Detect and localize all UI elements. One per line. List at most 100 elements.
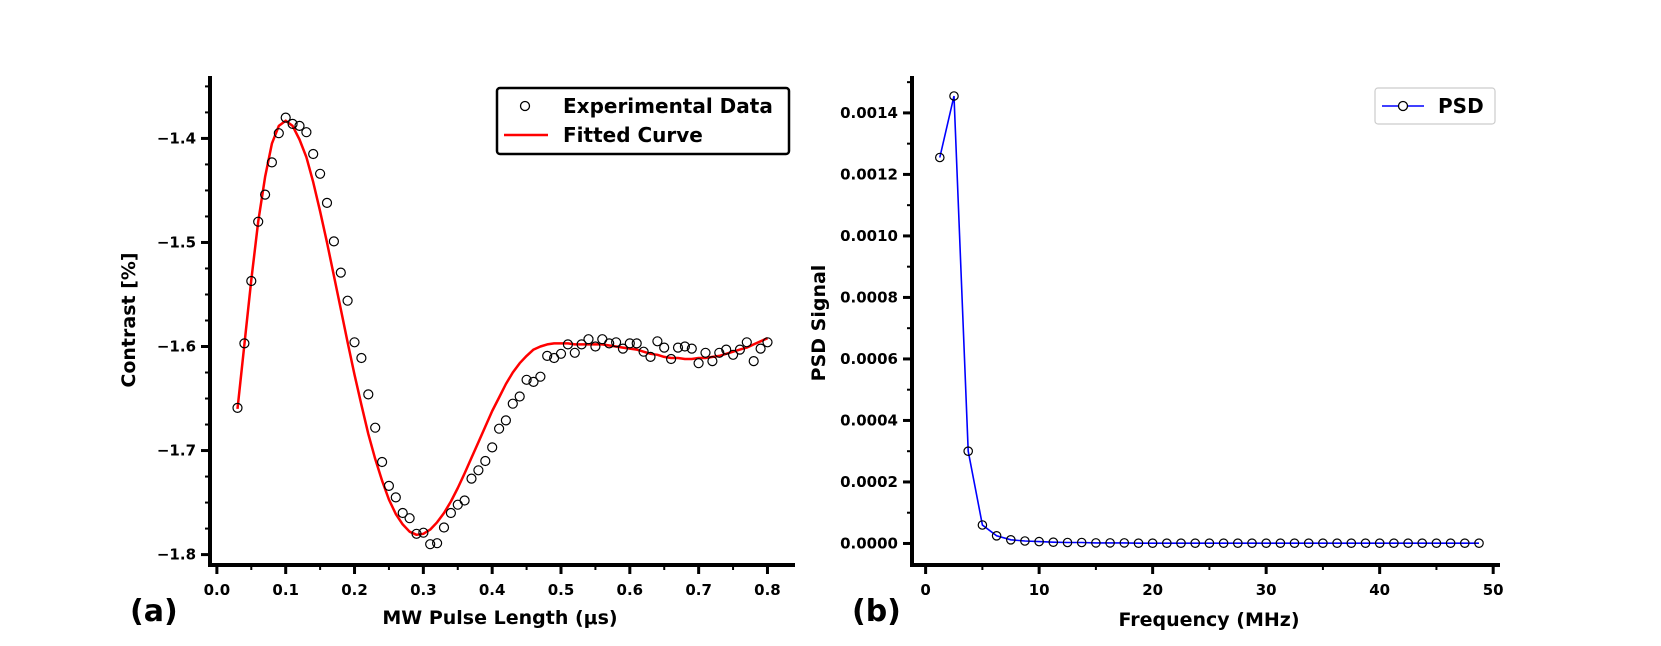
y-tick-label: 0.0002	[840, 473, 898, 491]
experimental-data-point	[672, 342, 684, 353]
experimental-data-point	[748, 356, 759, 367]
psd-data-point	[1076, 537, 1087, 548]
x-tick-label: 50	[1483, 581, 1504, 599]
experimental-data-point	[466, 473, 477, 484]
psd-data-point	[1005, 534, 1016, 545]
experimental-data-point	[500, 415, 511, 426]
psd-data-point	[1034, 536, 1044, 547]
y-tick-label: 0.0008	[840, 288, 898, 306]
experimental-data-point	[342, 295, 353, 306]
y-tick-label: 0.0012	[840, 165, 898, 183]
experimental-data-point	[383, 480, 394, 491]
legend-label-psd: PSD	[1438, 94, 1484, 118]
experimental-data-point	[679, 341, 691, 352]
experimental-data-point	[260, 189, 271, 200]
x-tick-label: 0.1	[272, 581, 299, 599]
psd-data-point	[1048, 537, 1059, 547]
psd-line	[939, 95, 1479, 544]
experimental-data-point	[762, 337, 773, 348]
experimental-data-point	[445, 507, 456, 519]
panel-b-xlabel: Frequency (MHz)	[1118, 609, 1299, 631]
experimental-data-point	[494, 423, 505, 434]
experimental-data-point	[301, 127, 312, 138]
experimental-data-point	[356, 352, 367, 364]
experimental-data-point	[335, 267, 346, 278]
panel-a-legend-box	[495, 86, 791, 156]
psd-data-point	[1460, 538, 1470, 548]
experimental-data-point	[438, 522, 450, 533]
experimental-data-point	[555, 348, 567, 359]
experimental-data-point	[721, 344, 732, 355]
psd-data-point	[1389, 538, 1399, 548]
experimental-data-point	[487, 442, 498, 453]
psd-data-point	[1190, 538, 1200, 548]
panel-b-label: (b)	[852, 594, 901, 629]
x-tick-label: 0.4	[479, 581, 506, 599]
experimental-data-point	[597, 334, 608, 345]
panel-a-xlabel: MW Pulse Length (μs)	[382, 607, 617, 629]
psd-data-point	[1360, 538, 1371, 548]
psd-data-point	[963, 446, 973, 456]
experimental-data-point	[473, 465, 484, 476]
panel-a-label: (a)	[130, 594, 178, 629]
y-tick-label: −1.8	[157, 546, 196, 564]
y-tick-label: −1.6	[157, 338, 196, 356]
experimental-data-point	[535, 371, 546, 382]
psd-data-point	[1176, 538, 1186, 548]
y-tick-label: 0.0014	[840, 104, 898, 122]
x-tick-label: 0.5	[548, 581, 575, 599]
psd-data-point	[1332, 538, 1342, 548]
psd-data-point	[1417, 538, 1427, 548]
experimental-data-point	[432, 538, 443, 549]
experimental-data-point	[624, 338, 635, 349]
experimental-data-point	[308, 148, 319, 160]
experimental-data-point	[507, 398, 518, 409]
psd-data-point	[1275, 538, 1286, 548]
psd-data-point	[991, 530, 1002, 541]
psd-data-point	[1318, 538, 1328, 548]
experimental-data-point	[404, 513, 415, 524]
psd-data-point	[1204, 538, 1215, 548]
psd-data-point	[949, 91, 959, 101]
psd-data-point	[1233, 538, 1243, 548]
experimental-data-point	[707, 356, 718, 367]
psd-data-point	[1289, 538, 1300, 548]
panel-a-legend: Experimental Data Fitted Curve	[495, 86, 791, 156]
psd-data-point	[1091, 538, 1101, 548]
panel-b-axes: 0.0000 0.0002 0.0004 0.0006 0.0008 0.0010 0.00…	[840, 76, 1504, 599]
experimental-data-point	[253, 216, 264, 227]
psd-data-point	[934, 152, 945, 163]
psd-data-point	[1445, 538, 1456, 548]
panel-b-psd-chart: 0.0000 0.0002 0.0004 0.0006 0.0008 0.0010 0.00…	[808, 76, 1504, 631]
experimental-data-point	[734, 344, 746, 355]
experimental-data-point	[377, 456, 388, 468]
experimental-data-point	[659, 342, 670, 353]
experimental-data-point	[576, 339, 587, 350]
x-tick-label: 40	[1369, 581, 1390, 599]
experimental-data-point	[583, 334, 594, 345]
experimental-data-point	[700, 347, 711, 358]
psd-data-point	[1474, 538, 1484, 548]
x-tick-label: 0.8	[754, 581, 781, 599]
x-tick-label: 20	[1142, 581, 1163, 599]
panel-a-plot-area	[232, 112, 773, 550]
experimental-data-point	[693, 358, 704, 369]
y-tick-label: −1.4	[157, 129, 196, 147]
experimental-data-point	[397, 507, 408, 519]
experimental-data-point	[328, 236, 339, 247]
legend-marker-experimental-data	[519, 100, 531, 112]
experimental-data-point	[480, 455, 491, 467]
experimental-data-point	[610, 337, 622, 348]
y-tick-label: 0.0000	[840, 534, 898, 552]
experimental-data-point	[280, 112, 291, 123]
psd-data-point	[1261, 538, 1271, 548]
experimental-data-point	[239, 338, 250, 349]
panel-a-axes: −1.4 −1.5 −1.6 −1.7 −1.8 0.0 0.1 0.2 0.3 0.4 0.5 0.…	[157, 76, 795, 599]
experimental-data-point	[459, 495, 470, 506]
experimental-data-point	[727, 349, 739, 360]
experimental-data-point	[363, 389, 374, 400]
experimental-data-point	[714, 347, 725, 358]
x-tick-label: 10	[1029, 581, 1050, 599]
experimental-data-point	[521, 374, 532, 385]
psd-data-point	[1133, 538, 1144, 548]
